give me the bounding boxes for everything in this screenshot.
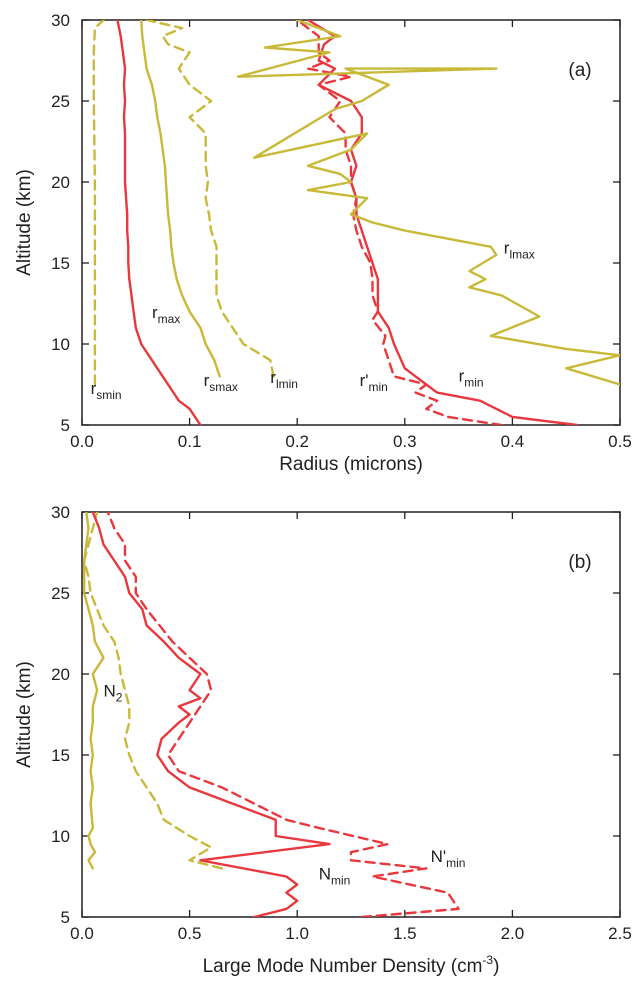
series-annotation: N2: [104, 682, 123, 705]
series-line-r-lmax: [236, 20, 620, 386]
annotation-subscript: smax: [209, 380, 238, 394]
x-tick-label: 0.1: [178, 432, 202, 451]
annotation-base: r: [360, 371, 366, 390]
y-tick-label: 20: [51, 173, 70, 192]
series-annotation: r'min: [360, 371, 388, 394]
series-line-n-2-dashed: [83, 512, 224, 870]
series-annotation: rsmin: [91, 379, 122, 402]
series-line-n-min: [106, 512, 460, 917]
x-axis-title: Radius (microns): [279, 454, 423, 475]
series-line-r-min: [296, 20, 503, 425]
series-annotation: rsmax: [204, 371, 238, 394]
panel-a-radius: 0.0 0.1 0.2 0.3 0.4 0.5 5 10 15 20 25 30 Altitude (k…: [14, 11, 632, 475]
y-tick-label: 25: [51, 584, 70, 603]
y-tick-label: 10: [51, 335, 70, 354]
x-axis-title-tail: ): [493, 956, 499, 977]
x-axis-title: Large Mode Number Density (cm-3): [203, 953, 500, 977]
panel-label: (a): [568, 60, 591, 81]
annotation-subscript: lmax: [509, 247, 534, 261]
series-line-r-min: [306, 20, 579, 425]
series-line-r-max: [116, 20, 202, 425]
x-tick-label: 2.5: [608, 924, 632, 943]
annotation-prime: ': [443, 847, 446, 866]
x-tick-label: 1.0: [285, 924, 309, 943]
series-group: [92, 20, 620, 425]
annotation-base: N: [319, 865, 331, 884]
x-tick-label: 0.2: [285, 432, 309, 451]
annotation-base: r: [270, 368, 276, 387]
annotation-subscript: min: [331, 874, 350, 888]
plot-frame: [81, 19, 621, 426]
y-axis-title: Altitude (km): [14, 169, 35, 276]
y-axis-title: Altitude (km): [14, 661, 35, 768]
x-tick-label: 1.5: [393, 924, 417, 943]
annotation-base: N: [104, 682, 116, 701]
annotation-base: r: [152, 303, 158, 322]
panel-b-number-density: 0.0 0.5 1.0 1.5 2.0 2.5 5 10 15 20 25 30 Altitude (k…: [14, 503, 632, 977]
annotation-base: r: [204, 371, 210, 390]
y-tick-label: 30: [51, 11, 70, 30]
y-tick-label: 25: [51, 92, 70, 111]
series-annotation: rmax: [152, 303, 180, 326]
annotation-subscript: min: [446, 856, 465, 870]
x-tick-label: 0.3: [393, 432, 417, 451]
annotation-subscript: 2: [116, 691, 123, 705]
annotation-prime: ': [365, 371, 368, 390]
x-tick-label: 0.0: [70, 432, 94, 451]
annotation-subscript: lmin: [276, 377, 298, 391]
y-tick-label: 20: [51, 665, 70, 684]
series-line-r-lmin: [145, 20, 275, 378]
annotation-subscript: smin: [96, 388, 121, 402]
annotation-base: N: [431, 847, 443, 866]
y-tick-label: 15: [51, 254, 70, 273]
x-tick-label: 0.5: [178, 924, 202, 943]
x-tick-label: 2.0: [501, 924, 525, 943]
annotation-base: r: [459, 366, 465, 385]
panel-label: (b): [568, 552, 591, 573]
y-tick-label: 5: [61, 416, 70, 435]
series-line-r-smax: [140, 20, 221, 378]
y-tick-label: 10: [51, 827, 70, 846]
x-axis-title-main: Radius (microns): [279, 454, 423, 475]
series-annotation: rlmin: [270, 368, 298, 391]
x-tick-label: 0.4: [501, 432, 525, 451]
series-group: [83, 512, 460, 917]
annotation-base: r: [504, 238, 510, 257]
annotation-base: r: [91, 379, 97, 398]
series-line-n-min: [91, 512, 331, 917]
series-annotation: rlmax: [504, 238, 535, 261]
annotation-subscript: min: [369, 380, 388, 394]
x-axis-title-main: Large Mode Number Density (cm: [203, 956, 483, 977]
y-tick-label: 30: [51, 503, 70, 522]
x-axis-title-superscript: -3: [482, 953, 493, 967]
series-annotation: Nmin: [319, 865, 351, 888]
annotation-subscript: min: [464, 375, 483, 389]
y-tick-label: 5: [61, 908, 70, 927]
series-line-n-2: [83, 512, 105, 870]
annotation-subscript: max: [158, 312, 181, 326]
plot-frame: [81, 511, 621, 918]
series-annotation: N'min: [431, 847, 466, 870]
y-tick-label: 15: [51, 746, 70, 765]
series-line-r-smin: [92, 20, 105, 386]
series-annotation: rmin: [459, 366, 484, 389]
x-tick-label: 0.5: [608, 432, 632, 451]
x-tick-label: 0.0: [70, 924, 94, 943]
